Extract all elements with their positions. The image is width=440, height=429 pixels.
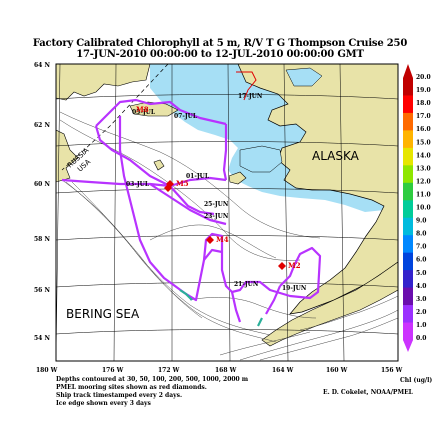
st-matthew-island <box>153 159 165 171</box>
colorbar-tick-label: 1.0 <box>416 322 426 329</box>
svg-text:60 N: 60 N <box>34 181 50 188</box>
svg-text:168 W: 168 W <box>215 367 237 374</box>
colorbar-tick-label: 15.0 <box>416 139 431 146</box>
mooring-m2 <box>278 262 286 270</box>
colorbar-tick-label: 13.0 <box>416 165 431 172</box>
longitude-labels: 180 W 176 W 172 W 168 W 164 W 160 W 156 … <box>36 367 403 374</box>
colorbar-swatch <box>403 217 413 236</box>
mooring-label-m5: M5 <box>176 179 189 188</box>
svg-text:180 W: 180 W <box>36 367 58 374</box>
colorbar-tick-label: 0.0 <box>416 335 426 342</box>
track-label-01jul: 01-JUL <box>186 173 210 180</box>
kotzebue-sound <box>285 67 323 87</box>
track-label-07jul: 07-JUL <box>174 113 198 120</box>
colorbar-tick-label: 18.0 <box>416 100 431 107</box>
colorbar-tick-label: 2.0 <box>416 309 426 316</box>
st-lawrence-island <box>129 101 179 117</box>
ship-track <box>61 98 322 323</box>
svg-text:56 N: 56 N <box>34 287 50 294</box>
date-line <box>61 64 169 171</box>
note-ice-edge: Ice edge shown every 3 days <box>56 400 151 407</box>
track-label-21jun: 21-JUN <box>234 281 259 288</box>
colorbar-swatch <box>403 200 413 219</box>
colorbar-tick-label: 7.0 <box>416 244 426 251</box>
svg-text:176 W: 176 W <box>102 367 124 374</box>
colorbar-unit-label: Chl (ug/l) <box>400 377 432 384</box>
colorbar-tick-label: 14.0 <box>416 152 431 159</box>
mooring-markers <box>164 180 286 270</box>
place-alaska: ALASKA <box>312 149 360 163</box>
svg-text:156 W: 156 W <box>381 367 403 374</box>
mooring-m4 <box>206 236 214 244</box>
colorbar-tick-label: 12.0 <box>416 178 431 185</box>
colorbar-tick-label: 5.0 <box>416 270 426 277</box>
colorbar-tick-label: 20.0 <box>416 74 431 81</box>
colorbar-swatch <box>403 252 413 271</box>
colorbar-tick-label: 6.0 <box>416 257 426 264</box>
track-label-23jun: 23-JUN <box>204 213 229 220</box>
colorbar-tick-label: 17.0 <box>416 113 431 120</box>
note-moorings: PMEL mooring sites shown as red diamonds… <box>56 384 207 391</box>
colorbar-swatch <box>403 147 413 166</box>
mooring-m5 <box>164 184 172 192</box>
mooring-label-m4: M4 <box>216 235 229 244</box>
colorbar-tick-label: 19.0 <box>416 87 431 94</box>
colorbar-tick-label: 8.0 <box>416 231 426 238</box>
note-timestamps: Ship track timestamped every 2 days. <box>56 392 183 399</box>
alaska-peninsula <box>261 261 398 347</box>
colorbar-swatch <box>403 95 413 114</box>
colorbar-tick-label: 16.0 <box>416 126 431 133</box>
track-label-25jun: 25-JUN <box>204 201 229 208</box>
colorbar-tick-label: 9.0 <box>416 218 426 225</box>
svg-text:164 W: 164 W <box>272 367 294 374</box>
ice-edge-red <box>236 71 257 101</box>
colorbar-tick-label: 3.0 <box>416 296 426 303</box>
colorbar-swatch <box>403 112 413 131</box>
chukotka-land <box>56 64 151 101</box>
nunivak-island <box>228 171 247 185</box>
track-label-03jul: 03-JUL <box>126 181 150 188</box>
colorbar-swatch <box>403 287 413 306</box>
norton-sound <box>239 145 283 173</box>
colorbar-swatch <box>403 305 413 324</box>
colorbar-min-arrow <box>403 340 413 352</box>
colorbar-swatch <box>403 235 413 254</box>
svg-text:64 N: 64 N <box>34 62 50 69</box>
map-date-range: 17-JUN-2010 00:00:00 to 12-JUL-2010 00:0… <box>76 49 364 60</box>
colorbar-swatch <box>403 165 413 184</box>
colorbar-swatch <box>403 270 413 289</box>
track-label-05jul: 05-JUL <box>132 109 156 116</box>
mooring-label-m8: M8 <box>136 105 149 114</box>
colorbar-tick-label: 4.0 <box>416 283 426 290</box>
colorbar: 20.0 19.0 18.0 17.0 16.0 15.0 14.0 13.0 12.0 11.0… <box>403 64 431 352</box>
colorbar-swatch <box>403 130 413 149</box>
note-depths: Depths contoured at 30, 50, 100, 200, 50… <box>56 376 249 383</box>
track-high-chl <box>179 289 263 327</box>
colorbar-swatch <box>403 322 413 341</box>
mooring-label-m2: M2 <box>288 261 301 270</box>
colorbar-swatch <box>403 78 413 96</box>
place-bering-sea: BERING SEA <box>66 307 140 321</box>
track-label-19jun: 19-JUN <box>282 285 307 292</box>
map-title: Factory Calibrated Chlorophyll at 5 m, R… <box>32 38 408 49</box>
latitude-labels: 64 N 62 N 60 N 58 N 56 N 54 N <box>34 62 50 342</box>
svg-text:172 W: 172 W <box>158 367 180 374</box>
colorbar-swatch <box>403 182 413 201</box>
svg-text:160 W: 160 W <box>326 367 348 374</box>
graticule <box>56 64 398 361</box>
track-label-17jun: 17-JUN <box>238 93 263 100</box>
svg-text:54 N: 54 N <box>34 335 50 342</box>
colorbar-tick-label: 10.0 <box>416 205 431 212</box>
map-frame <box>55 63 399 362</box>
colorbar-tick-label: 11.0 <box>416 191 431 198</box>
depth-contours <box>59 111 398 361</box>
credit: E. D. Cokelet, NOAA/PMEL <box>323 389 413 396</box>
svg-text:58 N: 58 N <box>34 236 50 243</box>
svg-text:62 N: 62 N <box>34 122 50 129</box>
colorbar-max-arrow <box>403 64 413 78</box>
